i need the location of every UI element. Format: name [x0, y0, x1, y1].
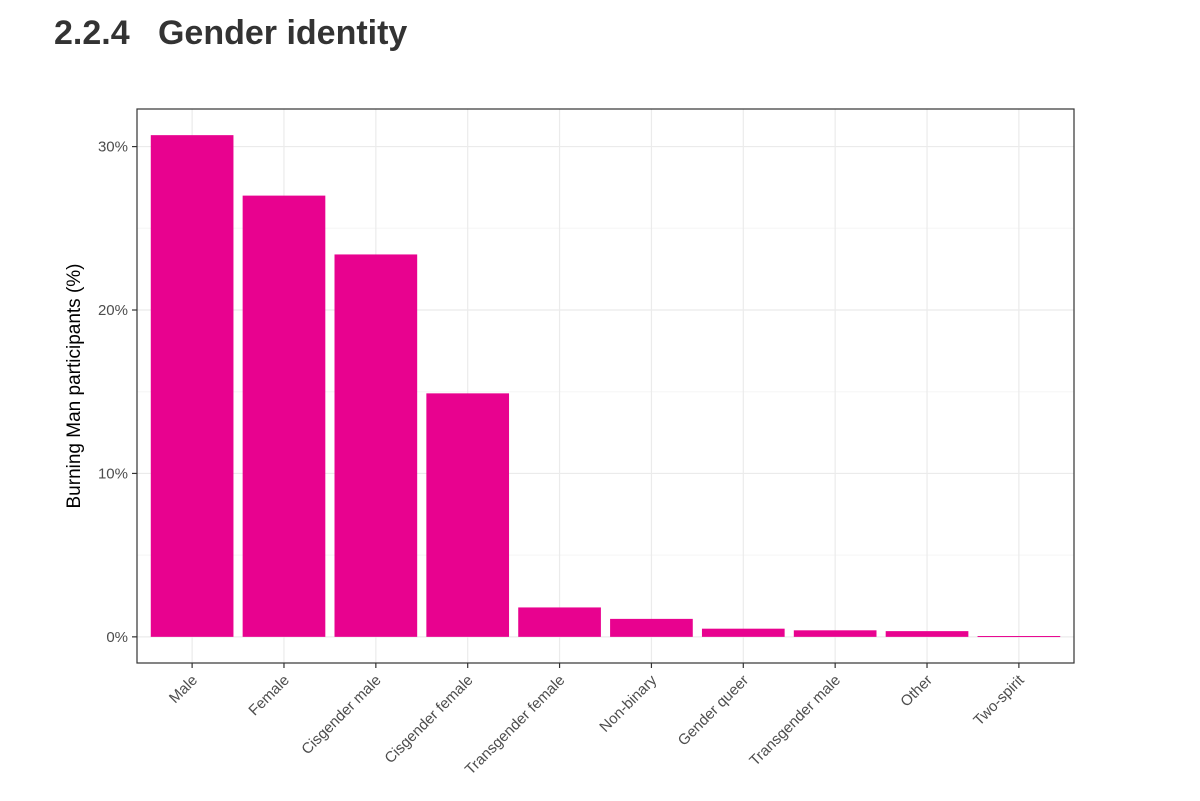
section-number: 2.2.4 — [54, 14, 130, 52]
bar — [977, 636, 1061, 638]
x-tick-label: Two-spirit — [970, 671, 1028, 729]
x-tick-label: Transgender female — [462, 672, 569, 779]
y-tick-label: 10% — [98, 465, 128, 482]
bar — [150, 135, 234, 637]
y-tick-label: 0% — [106, 629, 128, 646]
bar — [242, 195, 326, 637]
bar — [793, 630, 877, 637]
x-tick-label: Transgender male — [746, 672, 844, 770]
y-tick-label: 30% — [98, 139, 128, 156]
bars — [150, 135, 1061, 638]
bar — [885, 631, 969, 637]
section-title: Gender identity — [157, 14, 408, 52]
axis-labels: 0% 10% 20% 30% Male Female Cisgender maleCisge… — [98, 139, 1028, 779]
x-tick-label: Other — [897, 672, 936, 711]
plot-panel-border — [136, 108, 1075, 664]
x-tick-label: Gender queer — [675, 672, 752, 749]
y-axis-title: Burning Man participants (%) — [64, 264, 85, 509]
axis-ticks — [132, 145, 1020, 668]
y-tick-label: 20% — [98, 302, 128, 319]
x-tick-label: Female — [245, 672, 292, 719]
bar — [334, 254, 418, 637]
bar — [426, 393, 510, 637]
x-tick-label: Cisgender male — [298, 672, 384, 758]
bar — [518, 607, 601, 637]
section-heading: 2.2.4 Gender identity — [54, 14, 407, 53]
x-tick-label: Male — [166, 672, 201, 707]
bar — [610, 618, 693, 637]
x-tick-label: Cisgender female — [381, 672, 476, 767]
bar — [701, 628, 785, 637]
x-tick-label: Non-binary — [596, 671, 660, 735]
